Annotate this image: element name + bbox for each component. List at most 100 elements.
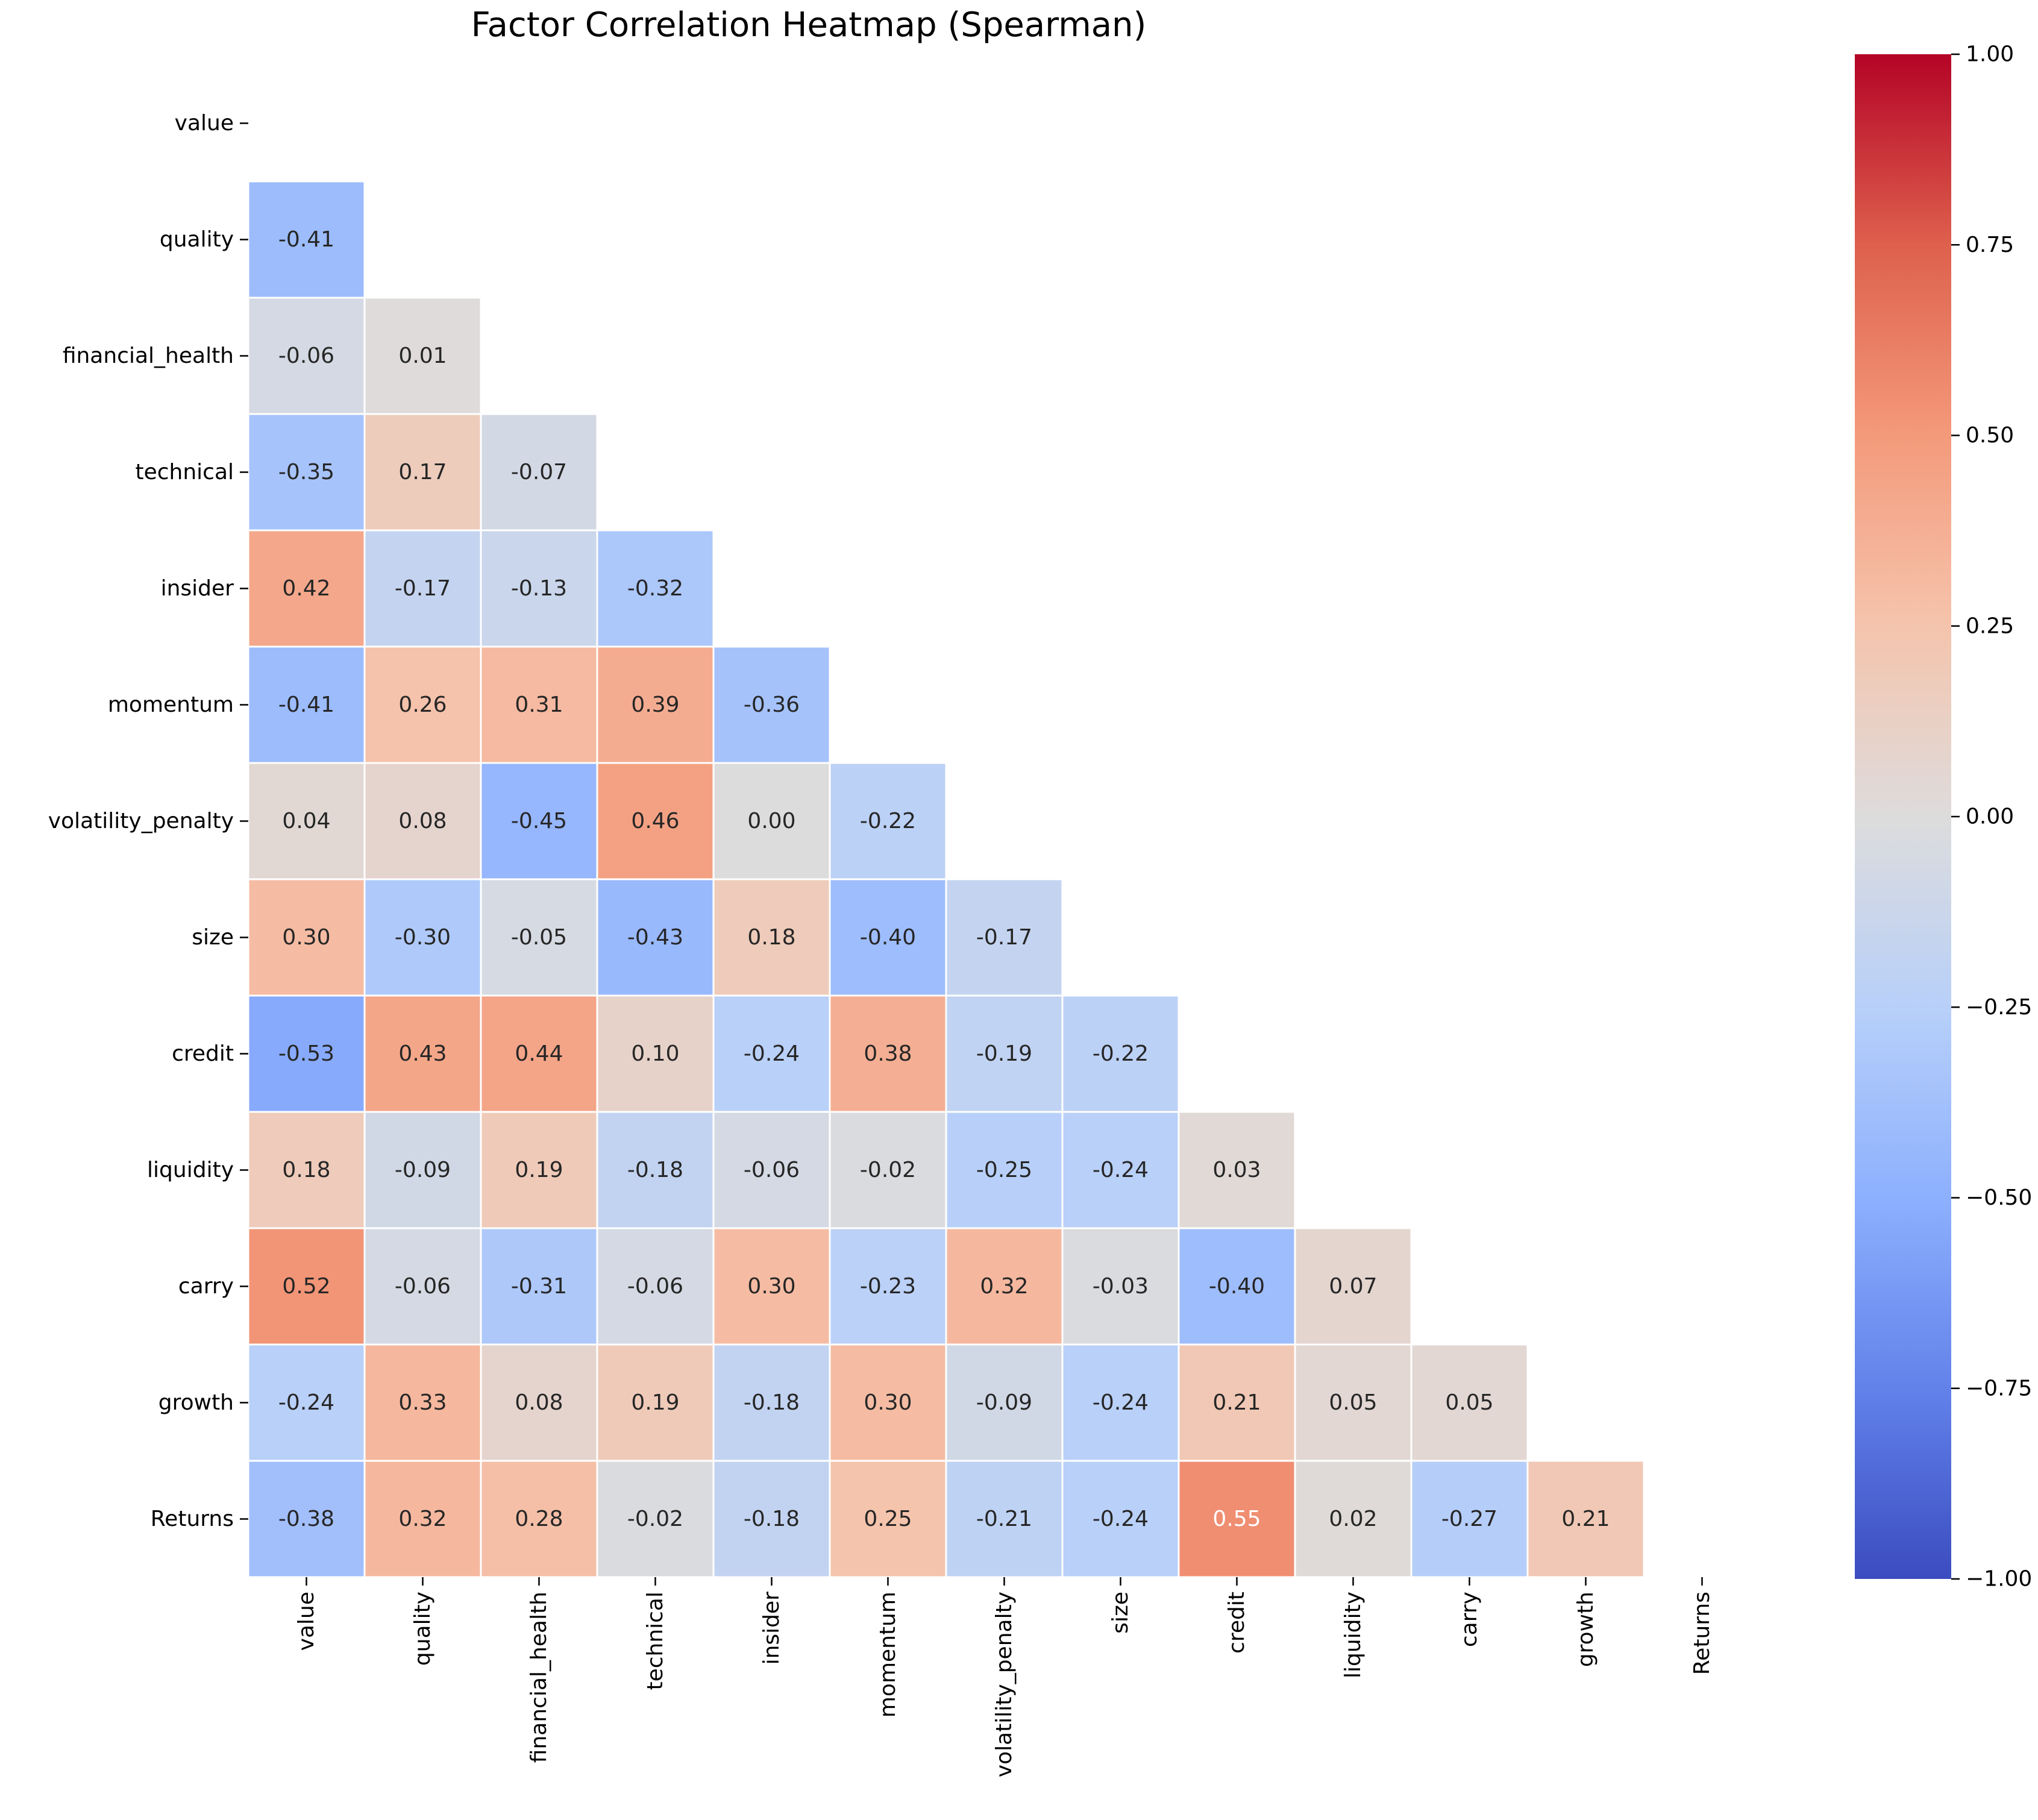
heatmap-cell-size-quality	[363, 878, 482, 997]
heatmap-cell-liquidity-volatility-penalty	[945, 1111, 1064, 1229]
heatmap-cell-size-volatility-penalty	[945, 878, 1064, 997]
cell-value-label: -0.24	[1093, 1390, 1149, 1415]
heatmap-cell-carry-financial-health	[480, 1227, 598, 1346]
cell-value-label: 0.30	[282, 925, 330, 950]
row-tick-labels: value quality financial_health technical ins…	[48, 111, 248, 1531]
column-tick-labels: value quality financial_health technical ins…	[294, 1577, 1714, 1777]
cell-value-label: -0.02	[627, 1507, 683, 1531]
cell-value-label: -0.24	[744, 1041, 800, 1066]
cell-value-label: -0.41	[278, 227, 334, 252]
heatmap-cell-credit-size	[1061, 994, 1180, 1113]
row-tick-label-value: value	[175, 111, 234, 136]
heatmap-cell-carry-technical	[596, 1227, 715, 1346]
cell-value-label: -0.32	[627, 576, 683, 601]
heatmap-cell-returns-credit	[1177, 1460, 1296, 1578]
colorbar-tick-label: −0.25	[1966, 995, 2032, 1020]
cell-value-label: 0.08	[398, 809, 447, 833]
colorbar-tick-label: 0.75	[1966, 233, 2014, 257]
heatmap-cell-returns-quality	[363, 1460, 482, 1578]
heatmap-cell-volatility-penalty-momentum	[829, 762, 947, 880]
heatmap-cell-momentum-insider	[712, 645, 831, 764]
cell-value-label: 0.04	[282, 809, 330, 833]
colorbar-ticks: 1.00 0.75 0.50 0.25 0.00 −0.25 −0.50 −0.75 −1.00	[1951, 42, 2032, 1592]
cell-value-label: 0.00	[747, 809, 795, 833]
column-tick-label-credit: credit	[1224, 1592, 1249, 1654]
cell-value-label: -0.06	[627, 1274, 683, 1299]
cell-value-label: 0.38	[864, 1041, 912, 1066]
row-tick-label-liquidity: liquidity	[147, 1158, 234, 1182]
cell-value-label: 0.02	[1329, 1507, 1377, 1531]
cell-value-label: 0.52	[282, 1274, 330, 1299]
heatmap-cell-insider-quality	[363, 529, 482, 648]
cell-value-label: -0.13	[511, 576, 567, 601]
column-tick-label-insider: insider	[759, 1592, 784, 1665]
heatmap-cell-returns-financial-health	[480, 1460, 598, 1578]
column-tick-label-returns: Returns	[1690, 1592, 1714, 1675]
cell-value-label: -0.22	[1093, 1041, 1149, 1066]
cell-value-label: 0.08	[515, 1390, 563, 1415]
column-tick-label-quality: quality	[410, 1592, 435, 1666]
cell-value-label: 0.39	[631, 692, 679, 717]
colorbar-tick-label: −0.75	[1966, 1376, 2032, 1401]
cell-value-label: 0.32	[980, 1274, 1028, 1299]
cell-value-label: 0.21	[1561, 1507, 1610, 1531]
heatmap-cell-liquidity-value	[247, 1111, 366, 1229]
cell-value-label: -0.06	[744, 1158, 800, 1182]
cell-value-label: -0.31	[511, 1274, 567, 1299]
heatmap-cell-liquidity-financial-health	[480, 1111, 598, 1229]
heatmap-cell-liquidity-credit	[1177, 1111, 1296, 1229]
cell-value-label: 0.32	[398, 1507, 447, 1531]
cell-value-label: 0.55	[1212, 1507, 1261, 1531]
heatmap-cell-returns-size	[1061, 1460, 1180, 1578]
row-tick-label-volatility-penalty: volatility_penalty	[48, 809, 234, 833]
row-tick-label-returns: Returns	[151, 1507, 234, 1531]
heatmap-cell-liquidity-quality	[363, 1111, 482, 1229]
cell-value-label: -0.18	[744, 1507, 800, 1531]
heatmap-cell-insider-technical	[596, 529, 715, 648]
cell-value-label: 0.18	[282, 1158, 330, 1182]
heatmap-cell-technical-value	[247, 413, 366, 532]
cell-value-label: 0.28	[515, 1507, 563, 1531]
cell-value-label: -0.21	[976, 1507, 1032, 1531]
heatmap-cell-returns-value	[247, 1460, 366, 1578]
heatmap-cell-liquidity-technical	[596, 1111, 715, 1229]
heatmap-cell-volatility-penalty-quality	[363, 762, 482, 880]
cell-value-label: -0.43	[627, 925, 683, 950]
cell-value-label: 0.26	[398, 692, 447, 717]
cell-value-label: -0.27	[1441, 1507, 1497, 1531]
cell-value-label: 0.18	[747, 925, 795, 950]
cell-value-label: 0.30	[747, 1274, 795, 1299]
cell-value-label: 0.46	[631, 809, 679, 833]
heatmap-cell-carry-liquidity	[1294, 1227, 1412, 1346]
column-tick-label-technical: technical	[643, 1592, 668, 1690]
cell-value-label: 0.21	[1212, 1390, 1261, 1415]
heatmap-cell-credit-financial-health	[480, 994, 598, 1113]
cell-value-label: 0.19	[631, 1390, 679, 1415]
heatmap-cell-growth-value	[247, 1343, 366, 1462]
cell-value-label: -0.45	[511, 809, 567, 833]
row-tick-label-quality: quality	[160, 227, 234, 252]
heatmap-cell-volatility-penalty-technical	[596, 762, 715, 880]
cell-value-label: -0.41	[278, 692, 334, 717]
colorbar-tick-label: 0.25	[1966, 613, 2014, 638]
heatmap-cells: -0.41 -0.06 0.01 -0.35 0.17 -0.07 0.42 -0.17 -0.…	[247, 180, 1645, 1578]
cell-value-label: -0.17	[395, 576, 451, 601]
colorbar-tick-label: −1.00	[1966, 1567, 2032, 1592]
column-tick-label-growth: growth	[1573, 1592, 1598, 1667]
heatmap-cell-volatility-penalty-insider	[712, 762, 831, 880]
heatmap-cell-growth-momentum	[829, 1343, 947, 1462]
cell-value-label: -0.30	[395, 925, 451, 950]
cell-value-label: -0.40	[1209, 1274, 1265, 1299]
row-tick-label-growth: growth	[158, 1390, 234, 1415]
heatmap-cell-volatility-penalty-financial-health	[480, 762, 598, 880]
cell-value-label: 0.19	[515, 1158, 563, 1182]
column-tick-label-volatility-penalty: volatility_penalty	[992, 1592, 1017, 1777]
heatmap-cell-liquidity-momentum	[829, 1111, 947, 1229]
cell-value-label: -0.18	[744, 1390, 800, 1415]
colorbar-tick-label: 1.00	[1966, 42, 2014, 67]
cell-value-label: -0.24	[278, 1390, 334, 1415]
column-tick-label-momentum: momentum	[876, 1592, 900, 1718]
heatmap-cell-returns-growth	[1526, 1460, 1645, 1578]
cell-value-label: 0.43	[398, 1041, 447, 1066]
cell-value-label: 0.44	[515, 1041, 563, 1066]
